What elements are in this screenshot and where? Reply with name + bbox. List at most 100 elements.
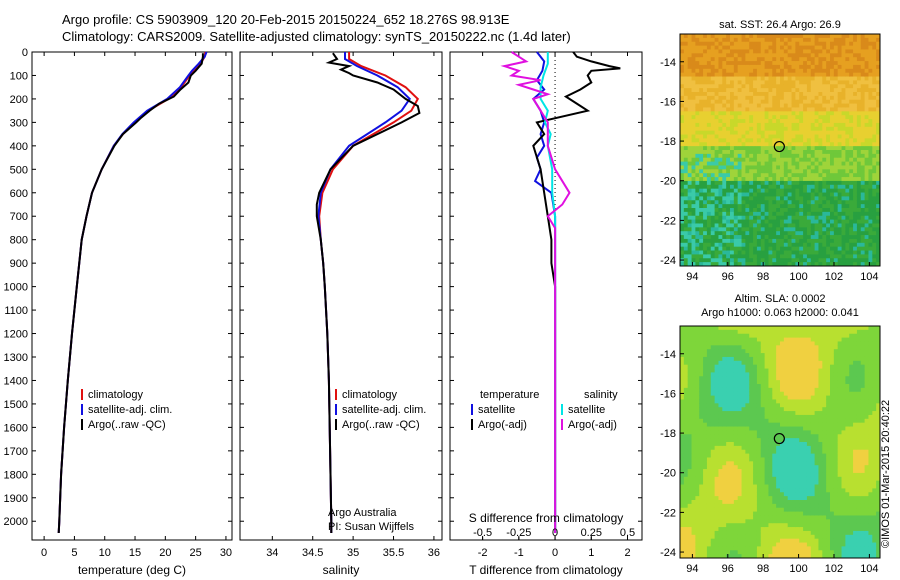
map-x-tick-label: 94 bbox=[686, 271, 698, 283]
y-tick-label: 1300 bbox=[4, 352, 28, 364]
y-tick-label: 2000 bbox=[4, 516, 28, 528]
sst-map-title: sat. SST: 26.4 Argo: 26.9 bbox=[719, 19, 841, 31]
y-tick-label: 1600 bbox=[4, 422, 28, 434]
map-sla-map bbox=[679, 325, 881, 559]
y-tick-label: 1400 bbox=[4, 375, 28, 387]
series-argo-raw-qc- bbox=[315, 52, 421, 533]
map-y-tick-label: -20 bbox=[660, 468, 676, 480]
x-tick-label: 30 bbox=[220, 547, 232, 559]
y-tick-label: 900 bbox=[10, 258, 28, 270]
x-tick-label: -2 bbox=[478, 547, 488, 559]
map-y-tick-label: -14 bbox=[660, 57, 676, 69]
y-tick-label: 1800 bbox=[4, 469, 28, 481]
s-axis-label: S difference from climatology bbox=[469, 511, 624, 525]
sla-map-subtitle: Argo h1000: 0.063 h2000: 0.041 bbox=[701, 307, 859, 319]
map-y-tick-label: -18 bbox=[660, 428, 676, 440]
y-tick-label: 0 bbox=[22, 47, 28, 59]
argo-position-marker bbox=[773, 432, 785, 445]
map-x-tick-label: 98 bbox=[757, 563, 769, 575]
y-tick-label: 400 bbox=[10, 141, 28, 153]
legend-label: Argo(-adj) bbox=[568, 419, 617, 431]
x-tick-label: 0 bbox=[552, 547, 558, 559]
x-axis-label: salinity bbox=[323, 563, 360, 577]
y-tick-label: 100 bbox=[10, 70, 28, 82]
x-tick-label: 34.5 bbox=[302, 547, 323, 559]
y-tick-label: 1700 bbox=[4, 446, 28, 458]
x-tick-label: 20 bbox=[159, 547, 171, 559]
series-argo-raw-qc- bbox=[57, 53, 204, 534]
map-x-tick-label: 96 bbox=[722, 563, 734, 575]
y-tick-label: 1500 bbox=[4, 399, 28, 411]
annotation-line1: Argo Australia bbox=[328, 507, 397, 519]
legend-label: satellite-adj. clim. bbox=[342, 404, 426, 416]
x-tick-label: 10 bbox=[99, 547, 111, 559]
x-tick-label: 15 bbox=[129, 547, 141, 559]
map-y-tick-label: -14 bbox=[660, 349, 676, 361]
map-y-tick-label: -20 bbox=[660, 176, 676, 188]
x-tick-label: 35 bbox=[347, 547, 359, 559]
x-axis-label: temperature (deg C) bbox=[78, 563, 186, 577]
y-tick-label: 600 bbox=[10, 188, 28, 200]
map-y-tick-label: -18 bbox=[660, 136, 676, 148]
map-y-tick-label: -22 bbox=[660, 507, 676, 519]
map-y-tick-label: -16 bbox=[660, 96, 676, 108]
legend-label: satellite bbox=[478, 404, 515, 416]
panel-difference bbox=[449, 51, 643, 541]
x-tick-label: 34 bbox=[266, 547, 278, 559]
map-x-tick-label: 100 bbox=[789, 563, 807, 575]
x-tick-label: 0 bbox=[41, 547, 47, 559]
x-tick-label: 5 bbox=[71, 547, 77, 559]
legend-label: satellite bbox=[568, 404, 605, 416]
plot-frame bbox=[31, 51, 233, 541]
map-x-tick-label: 102 bbox=[825, 563, 843, 575]
x-tick-label: -1 bbox=[514, 547, 524, 559]
x-tick-label: 36 bbox=[428, 547, 440, 559]
y-tick-label: 800 bbox=[10, 235, 28, 247]
legend-label: Argo(..raw -QC) bbox=[88, 419, 166, 431]
plot-frame bbox=[239, 51, 443, 541]
y-tick-label: 1200 bbox=[4, 329, 28, 341]
legend-label: climatology bbox=[342, 389, 398, 401]
y-tick-label: 1000 bbox=[4, 282, 28, 294]
panel-temperature bbox=[31, 51, 233, 541]
y-tick-label: 1900 bbox=[4, 493, 28, 505]
y-tick-label: 200 bbox=[10, 94, 28, 106]
map-x-tick-label: 100 bbox=[789, 271, 807, 283]
panel-salinity bbox=[239, 51, 443, 541]
argo-position-marker bbox=[773, 140, 785, 153]
s-tick-label: 0.25 bbox=[581, 527, 602, 539]
map-y-tick-label: -22 bbox=[660, 215, 676, 227]
legend-header-salinity: salinity bbox=[584, 389, 618, 401]
profile-title: Argo profile: CS 5903909_120 20-Feb-2015… bbox=[62, 12, 510, 27]
y-tick-label: 1100 bbox=[4, 305, 28, 317]
s-tick-label: -0.5 bbox=[473, 527, 492, 539]
map-y-tick-label: -24 bbox=[660, 255, 676, 267]
map-frame bbox=[679, 325, 881, 559]
map-x-tick-label: 94 bbox=[686, 563, 698, 575]
annotation-line2: PI: Susan Wijffels bbox=[328, 521, 414, 533]
climatology-title: Climatology: CARS2009. Satellite-adjuste… bbox=[62, 29, 571, 44]
x-tick-label: 2 bbox=[624, 547, 630, 559]
s-tick-label: -0.25 bbox=[506, 527, 531, 539]
plot-frame bbox=[449, 51, 643, 541]
x-tick-label: 25 bbox=[190, 547, 202, 559]
y-tick-label: 500 bbox=[10, 164, 28, 176]
map-frame bbox=[679, 33, 881, 267]
legend-label: Argo(-adj) bbox=[478, 419, 527, 431]
map-sst-map bbox=[679, 33, 881, 267]
y-tick-label: 700 bbox=[10, 211, 28, 223]
legend-label: Argo(..raw -QC) bbox=[342, 419, 420, 431]
map-x-tick-label: 102 bbox=[825, 271, 843, 283]
map-y-tick-label: -16 bbox=[660, 388, 676, 400]
x-tick-label: 1 bbox=[588, 547, 594, 559]
legend-header-temperature: temperature bbox=[480, 389, 539, 401]
legend-label: satellite-adj. clim. bbox=[88, 404, 172, 416]
map-x-tick-label: 104 bbox=[860, 563, 878, 575]
series-salinity-argo-adj- bbox=[500, 51, 571, 533]
s-tick-label: 0 bbox=[552, 527, 558, 539]
map-x-tick-label: 98 bbox=[757, 271, 769, 283]
y-tick-label: 300 bbox=[10, 117, 28, 129]
map-y-tick-label: -24 bbox=[660, 547, 676, 559]
map-x-tick-label: 104 bbox=[860, 271, 878, 283]
